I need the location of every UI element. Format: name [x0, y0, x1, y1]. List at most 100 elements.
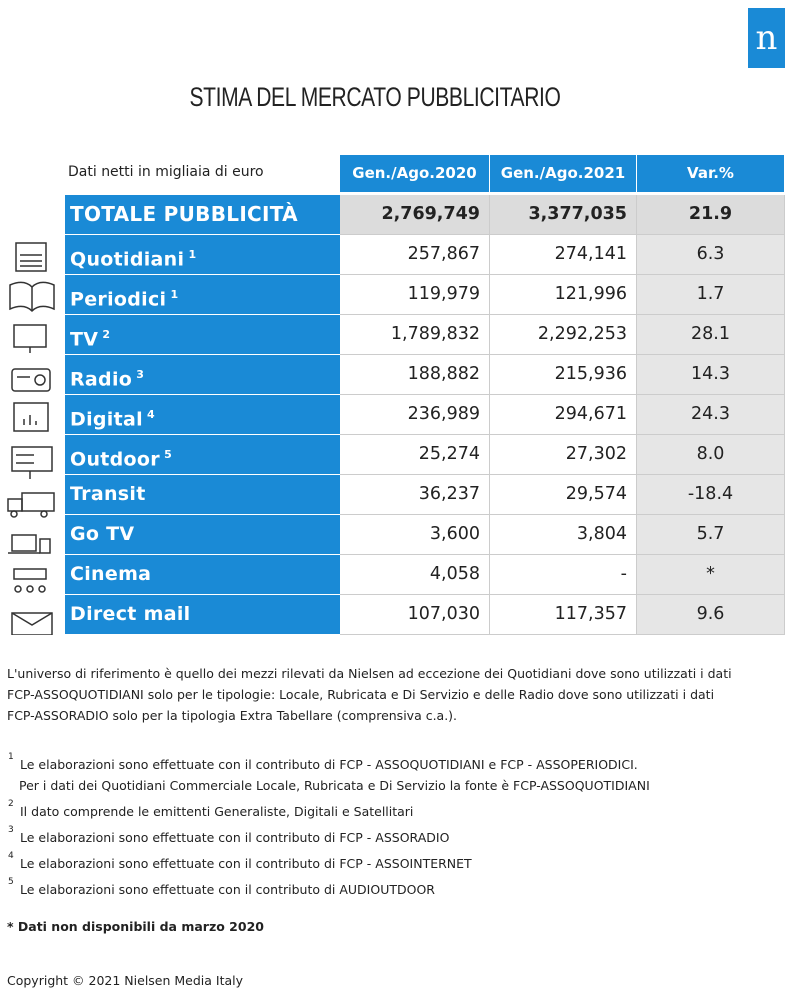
row-label-cell — [65, 195, 340, 235]
cell — [490, 595, 637, 635]
row-label: TV 2 — [70, 328, 111, 351]
cell-value: 3,804 — [576, 524, 627, 544]
cell — [637, 355, 785, 395]
cell — [490, 275, 637, 315]
footnote-line: Il dato comprende le emittenti Generalis… — [20, 804, 414, 819]
row-label-cell — [65, 435, 340, 475]
cell — [340, 395, 490, 435]
row-label-cell — [65, 315, 340, 355]
cell — [340, 355, 490, 395]
row-label: Direct mail — [70, 603, 191, 625]
cell-value: -18.4 — [687, 484, 734, 504]
icons — [7, 242, 55, 635]
cell — [490, 475, 637, 515]
cell — [340, 315, 490, 355]
cell-value: 2,292,253 — [537, 324, 627, 344]
cell-value: 257,867 — [407, 244, 480, 264]
cell — [637, 235, 785, 275]
cell-value: 1.7 — [696, 284, 725, 304]
row-label-cell — [65, 275, 340, 315]
cell-value: 121,996 — [554, 284, 627, 304]
note-ref: 2 — [98, 328, 111, 341]
cell-value: 24.3 — [691, 404, 730, 424]
cell-value: 188,882 — [407, 364, 480, 384]
cell-value: 27,302 — [565, 444, 627, 464]
cell-value: 274,141 — [554, 244, 627, 264]
cell-value: 6.3 — [696, 244, 725, 264]
cell — [490, 555, 637, 595]
caption: Dati netti in migliaia di euro — [68, 164, 264, 180]
cell-value: 5.7 — [696, 524, 725, 544]
cell — [340, 435, 490, 475]
cell — [490, 235, 637, 275]
footnote-line: Le elaborazioni sono effettuate con il c… — [20, 856, 472, 871]
row-label-cell — [65, 595, 340, 635]
note-ref: 3 — [132, 368, 145, 381]
cell — [340, 595, 490, 635]
row-label-cell — [65, 235, 340, 275]
cell — [637, 395, 785, 435]
logo: n — [748, 8, 785, 68]
intro-line: FCP-ASSOQUOTIDIANI solo per le tipologie… — [7, 687, 715, 702]
note-ref: 1 — [166, 288, 179, 301]
footnote-marker: 5 — [8, 877, 14, 887]
note-ref: 1 — [184, 248, 197, 261]
cell-value: 8.0 — [696, 444, 725, 464]
cell — [340, 515, 490, 555]
cell — [637, 435, 785, 475]
row-label-cell — [65, 515, 340, 555]
column-header: Gen./Ago.2021 — [490, 155, 636, 192]
cell — [490, 515, 637, 555]
cell-value: 4,058 — [429, 564, 480, 584]
column-header: Gen./Ago.2020 — [340, 155, 489, 192]
cell — [490, 315, 637, 355]
unavailable-note: * Dati non disponibili da marzo 2020 — [7, 919, 264, 934]
cell-value: 3,377,035 — [528, 204, 627, 224]
row-label-cell — [65, 395, 340, 435]
row-label: Periodici 1 — [70, 288, 179, 311]
cell — [340, 235, 490, 275]
row-label-cell — [65, 555, 340, 595]
footnote-marker: 4 — [8, 851, 14, 861]
footnote-marker: 1 — [8, 752, 14, 762]
cell — [340, 555, 490, 595]
cell-value: 236,989 — [407, 404, 480, 424]
cell-value: 9.6 — [696, 604, 725, 624]
cell — [637, 555, 785, 595]
cell-value: 215,936 — [554, 364, 627, 384]
cell — [637, 595, 785, 635]
cell-value: 25,274 — [418, 444, 480, 464]
row-label-cell — [65, 475, 340, 515]
cell — [340, 275, 490, 315]
note-ref: 4 — [142, 408, 156, 421]
cell-value: 1,789,832 — [390, 324, 480, 344]
intro-line: L'universo di riferimento è quello dei m… — [7, 666, 732, 681]
cell — [340, 475, 490, 515]
cell — [490, 355, 637, 395]
cell-value: 36,237 — [418, 484, 480, 504]
cell — [490, 395, 637, 435]
footnote-marker: 2 — [8, 799, 14, 809]
cell-value: 2,769,749 — [381, 204, 480, 224]
row-label: Cinema — [70, 563, 152, 585]
cell — [637, 275, 785, 315]
cell-value: 29,574 — [565, 484, 627, 504]
footnote-line: Per i dati dei Quotidiani Commerciale Lo… — [19, 778, 650, 793]
cell — [637, 195, 785, 235]
cell-value: - — [620, 564, 627, 584]
cell-value: 117,357 — [554, 604, 627, 624]
cell — [637, 515, 785, 555]
row-label: Quotidiani 1 — [70, 248, 197, 271]
row-label-cell — [65, 355, 340, 395]
cell-value: * — [706, 564, 715, 584]
cell-value: 119,979 — [407, 284, 480, 304]
cell — [637, 315, 785, 355]
column-header: Var.% — [637, 155, 784, 192]
title: STIMA DEL MERCATO PUBBLICITARIO — [189, 82, 561, 112]
cell — [637, 475, 785, 515]
footnote-line: Le elaborazioni sono effettuate con il c… — [20, 830, 450, 845]
cell-value: 294,671 — [554, 404, 627, 424]
cell-value: 107,030 — [407, 604, 480, 624]
cell-value: 28.1 — [691, 324, 730, 344]
